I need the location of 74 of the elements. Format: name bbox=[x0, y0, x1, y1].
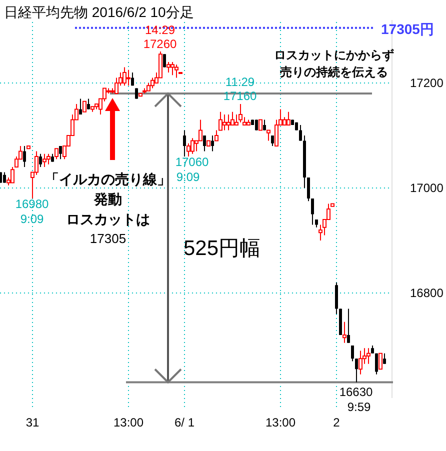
candlestick bbox=[82, 100, 86, 112]
annotation: 売りの持続を伝える bbox=[280, 65, 388, 79]
candlestick bbox=[198, 119, 202, 142]
candlestick bbox=[266, 130, 270, 142]
x-tick-label: 2 bbox=[333, 416, 340, 430]
candlestick bbox=[335, 282, 338, 314]
candlestick bbox=[271, 135, 274, 146]
candlestick bbox=[226, 114, 230, 131]
annotation: 525円幅 bbox=[183, 237, 261, 260]
candlestick bbox=[286, 111, 290, 126]
x-tick-label: 31 bbox=[26, 416, 40, 430]
annotation: 16630 bbox=[339, 385, 374, 399]
candlestick bbox=[174, 64, 178, 78]
candlestick bbox=[54, 148, 58, 160]
annotation: ロスカットにかからず bbox=[274, 48, 394, 62]
candlestick bbox=[186, 142, 190, 157]
x-tick-label: 13:00 bbox=[113, 416, 144, 430]
candlestick bbox=[34, 150, 38, 176]
candlestick bbox=[258, 119, 262, 131]
annotation: 17160 bbox=[223, 89, 258, 103]
x-tick-label: 13:00 bbox=[265, 416, 296, 430]
annotation: 9:09 bbox=[20, 212, 44, 226]
candlestick bbox=[39, 153, 42, 168]
candlestick bbox=[46, 153, 50, 165]
annotation: 17305 bbox=[90, 231, 126, 246]
annotation: 「イルカの売り線」 bbox=[45, 171, 171, 187]
candlestick bbox=[87, 98, 90, 110]
candlestick bbox=[166, 62, 170, 73]
chart-title: 日経平均先物 2016/6/2 10分足 bbox=[4, 4, 194, 20]
candlestick bbox=[378, 352, 382, 370]
y-tick-label: 17000 bbox=[410, 180, 444, 195]
candlestick bbox=[307, 177, 310, 202]
annotation: 17060 bbox=[175, 155, 210, 169]
candlestick bbox=[311, 198, 314, 226]
candlestick bbox=[190, 138, 194, 154]
ref-line-label: 17305円 bbox=[381, 20, 434, 37]
candlestick bbox=[59, 146, 62, 160]
y-tick-label: 17200 bbox=[410, 76, 444, 90]
candlestick bbox=[222, 114, 226, 131]
candlestick bbox=[342, 321, 346, 344]
annotation: 14:29 bbox=[144, 23, 176, 37]
candlestick bbox=[131, 72, 134, 86]
candlestick bbox=[211, 135, 214, 152]
annotation: 16980 bbox=[15, 197, 50, 211]
x-tick-label: 6/ 1 bbox=[174, 416, 195, 430]
candlestick bbox=[150, 77, 154, 89]
candlestick bbox=[203, 135, 206, 152]
candlestick bbox=[351, 345, 354, 362]
candlestick bbox=[126, 69, 130, 86]
text: 9:59 bbox=[347, 400, 371, 414]
candlestick bbox=[238, 104, 242, 123]
annotation: ロスカットは bbox=[66, 211, 150, 227]
candlestick bbox=[375, 352, 378, 375]
candlestick bbox=[366, 348, 370, 364]
annotation: 発動 bbox=[93, 191, 122, 207]
candlestick bbox=[347, 308, 350, 344]
candlestick bbox=[218, 111, 222, 131]
candlestick bbox=[42, 153, 46, 168]
annotation: 11:29 bbox=[225, 75, 255, 89]
y-tick-label: 16800 bbox=[410, 286, 444, 300]
candlestick bbox=[358, 350, 362, 375]
candlestick bbox=[183, 130, 186, 157]
candlestick bbox=[263, 119, 266, 131]
candlestick bbox=[299, 124, 302, 142]
candlestick bbox=[170, 62, 174, 76]
candlestick bbox=[3, 172, 6, 184]
candlestick bbox=[355, 358, 358, 383]
annotation: 17260 bbox=[143, 37, 178, 51]
candlestick bbox=[383, 352, 386, 364]
candlestick bbox=[23, 146, 26, 168]
candlestick bbox=[79, 98, 82, 115]
candlestick bbox=[122, 66, 126, 86]
annotation: 9:09 bbox=[176, 170, 200, 184]
candlestick bbox=[274, 119, 278, 146]
